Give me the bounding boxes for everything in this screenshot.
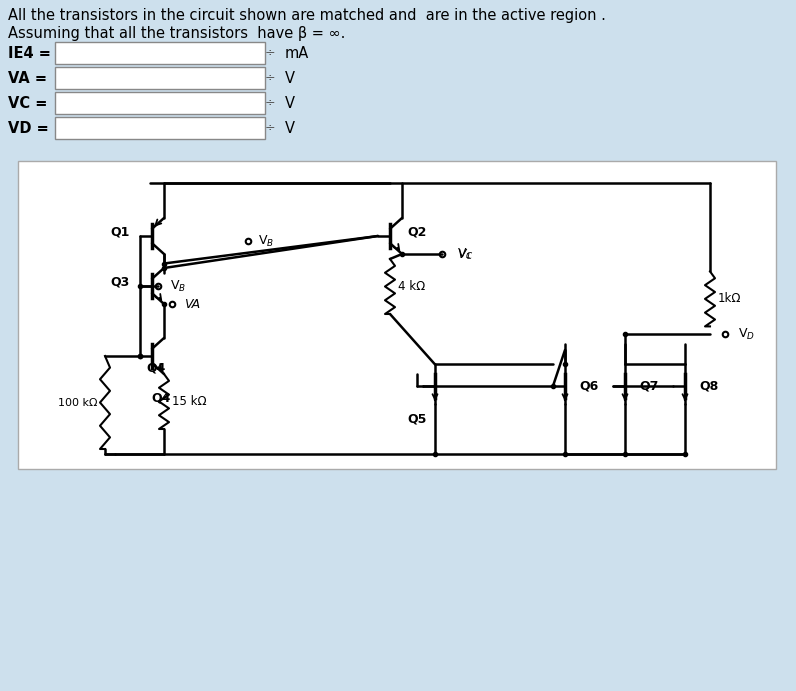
Text: ÷: ÷ [265, 122, 275, 135]
Bar [55, 117, 265, 139]
Bar [18, 161, 776, 469]
Text: V$_C$: V$_C$ [457, 247, 474, 262]
Text: Q4: Q4 [151, 391, 170, 404]
Text: All the transistors in the circuit shown are matched and  are in the active regi: All the transistors in the circuit shown… [8, 8, 606, 23]
Text: Q5: Q5 [408, 413, 427, 426]
Text: 100 kΩ: 100 kΩ [57, 397, 97, 408]
Text: VC =: VC = [8, 95, 48, 111]
Text: Q4: Q4 [146, 361, 166, 375]
Text: V₁: V₁ [457, 247, 470, 261]
Text: Q6: Q6 [579, 379, 599, 392]
Text: V$_D$: V$_D$ [738, 327, 755, 342]
Text: ÷: ÷ [265, 46, 275, 59]
Text: Q7: Q7 [639, 379, 658, 392]
Bar [55, 42, 265, 64]
Text: Q1: Q1 [110, 225, 130, 238]
Text: VD =: VD = [8, 120, 49, 135]
Text: IE4 =: IE4 = [8, 46, 51, 61]
Text: VA: VA [184, 298, 200, 310]
Text: mA: mA [285, 46, 310, 61]
Text: V: V [285, 70, 295, 86]
Text: V: V [285, 120, 295, 135]
Text: Q8: Q8 [699, 379, 718, 392]
Text: 1kΩ: 1kΩ [718, 292, 742, 305]
Text: 15 kΩ: 15 kΩ [172, 395, 207, 408]
Text: 4 kΩ: 4 kΩ [398, 280, 425, 293]
Text: ÷: ÷ [265, 71, 275, 84]
Text: ÷: ÷ [265, 97, 275, 109]
Text: Q3: Q3 [110, 276, 129, 289]
Bar [55, 92, 265, 114]
Bar [55, 67, 265, 89]
Text: V: V [285, 95, 295, 111]
Text: VA =: VA = [8, 70, 47, 86]
Text: Assuming that all the transistors  have β = ∞.: Assuming that all the transistors have β… [8, 26, 345, 41]
Text: Q2: Q2 [407, 225, 427, 238]
Text: V$_B$: V$_B$ [258, 234, 274, 249]
Text: V$_B$: V$_B$ [170, 278, 186, 294]
